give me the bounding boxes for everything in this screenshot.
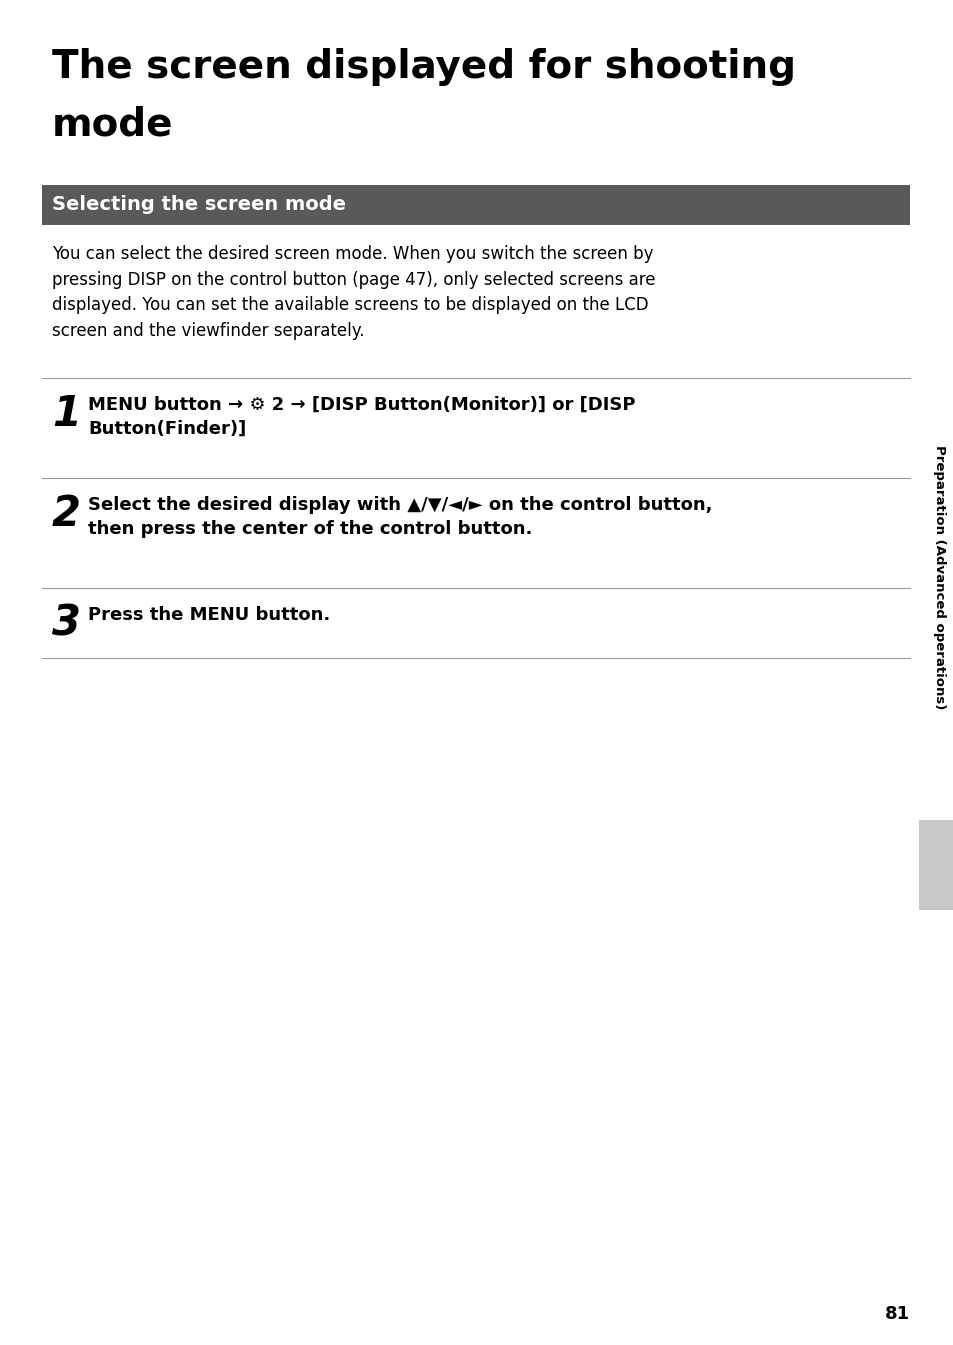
Text: 2: 2 (52, 494, 81, 535)
Text: The screen displayed for shooting: The screen displayed for shooting (52, 48, 795, 86)
Text: 81: 81 (884, 1305, 909, 1323)
Bar (42, 186, 909, 225)
Text: Press the MENU button.: Press the MENU button. (88, 607, 330, 624)
Text: 3: 3 (52, 603, 81, 646)
Bar (918, 820, 953, 911)
Text: Button(Finder)]: Button(Finder)] (88, 420, 246, 438)
Text: 1: 1 (52, 393, 81, 434)
Text: mode: mode (52, 105, 173, 143)
Text: You can select the desired screen mode. When you switch the screen by
pressing D: You can select the desired screen mode. … (52, 245, 655, 340)
Text: then press the center of the control button.: then press the center of the control but… (88, 521, 532, 538)
Text: Selecting the screen mode: Selecting the screen mode (52, 195, 346, 214)
Text: MENU button → ⚙ 2 → [DISP Button(Monitor)] or [DISP: MENU button → ⚙ 2 → [DISP Button(Monitor… (88, 395, 635, 414)
Text: Preparation (Advanced operations): Preparation (Advanced operations) (933, 445, 945, 710)
Text: Select the desired display with ▲/▼/◄/► on the control button,: Select the desired display with ▲/▼/◄/► … (88, 496, 712, 514)
